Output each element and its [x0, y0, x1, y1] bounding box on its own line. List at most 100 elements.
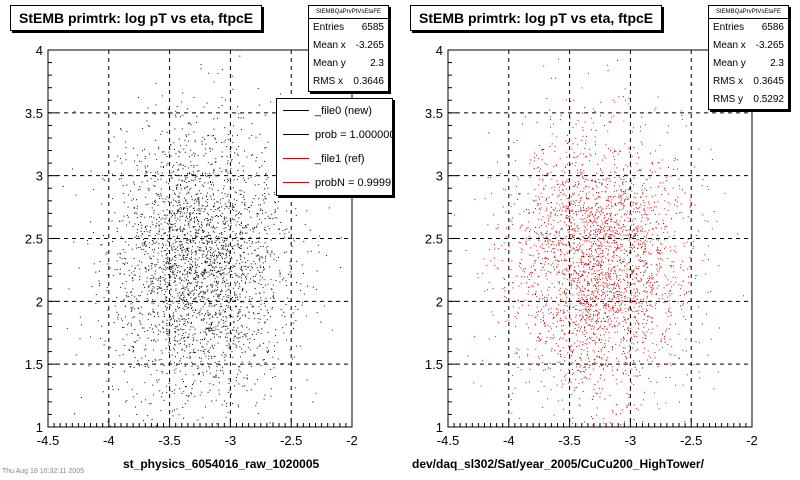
scatter-point	[614, 324, 616, 326]
scatter-point	[618, 269, 620, 271]
scatter-point	[667, 201, 669, 203]
scatter-point	[626, 356, 628, 358]
scatter-point	[194, 226, 196, 227]
scatter-point	[194, 202, 196, 204]
scatter-point	[161, 255, 163, 257]
scatter-point	[174, 263, 176, 265]
scatter-point	[168, 262, 170, 264]
scatter-point	[650, 381, 652, 383]
scatter-point	[187, 280, 189, 281]
scatter-point	[543, 315, 545, 317]
scatter-point	[151, 282, 153, 284]
scatter-point	[623, 350, 624, 352]
scatter-point	[628, 403, 630, 405]
scatter-point	[213, 135, 214, 136]
scatter-point	[525, 242, 527, 244]
scatter-point	[216, 117, 218, 119]
scatter-point	[267, 141, 269, 143]
scatter-point	[228, 288, 230, 290]
scatter-point	[643, 202, 645, 203]
scatter-point	[222, 309, 224, 311]
scatter-point	[249, 246, 251, 248]
scatter-point	[557, 281, 559, 283]
scatter-point	[540, 232, 542, 234]
scatter-point	[235, 234, 236, 236]
scatter-point	[193, 277, 195, 279]
scatter-point	[234, 291, 236, 293]
scatter-point	[624, 329, 625, 331]
scatter-point	[179, 296, 181, 298]
scatter-point	[514, 316, 516, 317]
scatter-point	[168, 383, 170, 385]
scatter-point	[497, 224, 499, 226]
scatter-point	[597, 381, 599, 383]
scatter-point	[550, 213, 552, 215]
scatter-point	[206, 328, 208, 330]
scatter-point	[207, 205, 208, 207]
scatter-point	[689, 205, 691, 207]
scatter-point	[260, 246, 262, 247]
scatter-point	[635, 197, 637, 199]
scatter-point	[602, 208, 604, 210]
scatter-point	[225, 243, 227, 245]
scatter-point	[168, 304, 170, 305]
scatter-point	[212, 384, 214, 386]
scatter-point	[174, 319, 176, 321]
scatter-point	[575, 305, 577, 307]
scatter-point	[192, 374, 194, 376]
scatter-point	[225, 315, 227, 317]
scatter-point	[540, 232, 542, 233]
scatter-point	[517, 313, 519, 315]
scatter-point	[254, 184, 256, 186]
scatter-point	[136, 199, 137, 201]
scatter-point	[147, 319, 149, 321]
scatter-point	[206, 235, 208, 236]
scatter-point	[216, 423, 218, 425]
scatter-point	[133, 207, 135, 209]
scatter-point	[170, 284, 172, 286]
scatter-point	[202, 136, 204, 138]
scatter-point	[640, 168, 642, 170]
scatter-point	[176, 265, 178, 267]
scatter-point	[260, 299, 262, 301]
scatter-point	[223, 272, 225, 274]
scatter-point	[285, 251, 287, 253]
stats-row: Mean y 2.3	[313, 58, 384, 69]
scatter-point	[225, 290, 227, 292]
scatter-point	[257, 247, 259, 249]
scatter-point	[642, 274, 644, 276]
scatter-point	[583, 225, 585, 227]
scatter-point	[583, 153, 585, 155]
scatter-point	[486, 289, 488, 291]
scatter-point	[623, 224, 624, 225]
scatter-point	[229, 206, 231, 208]
scatter-point	[181, 300, 183, 302]
scatter-point	[532, 255, 534, 257]
scatter-point	[200, 68, 202, 70]
scatter-point	[585, 192, 587, 194]
scatter-point	[648, 280, 649, 282]
scatter-point	[166, 319, 168, 321]
scatter-point	[694, 166, 696, 168]
scatter-point	[267, 225, 269, 227]
scatter-point	[584, 288, 586, 290]
scatter-point	[595, 129, 597, 131]
scatter-point	[178, 334, 180, 336]
scatter-point	[587, 283, 589, 284]
scatter-point	[590, 221, 592, 223]
scatter-point	[541, 219, 543, 221]
scatter-point	[593, 229, 595, 231]
scatter-point	[223, 217, 225, 219]
scatter-point	[225, 336, 226, 338]
scatter-point	[206, 286, 208, 288]
scatter-point	[188, 173, 190, 175]
scatter-point	[203, 318, 205, 319]
scatter-point	[554, 349, 556, 351]
scatter-point	[665, 312, 667, 314]
scatter-point	[226, 249, 228, 251]
scatter-point	[608, 148, 610, 150]
scatter-point	[598, 356, 600, 358]
scatter-point	[606, 220, 608, 221]
scatter-point	[133, 270, 135, 272]
scatter-point	[62, 186, 64, 187]
